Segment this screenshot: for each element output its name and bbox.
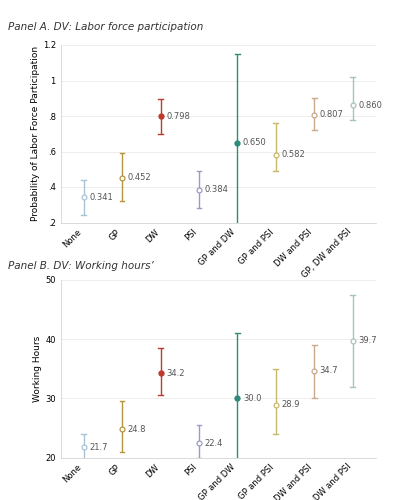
Text: 34.7: 34.7 [320, 366, 339, 375]
Text: 21.7: 21.7 [89, 443, 108, 452]
Text: 24.8: 24.8 [128, 424, 146, 434]
Text: Panel B. DV: Working hours’: Panel B. DV: Working hours’ [8, 261, 154, 271]
Text: 39.7: 39.7 [358, 336, 377, 345]
Text: 0.384: 0.384 [204, 186, 228, 194]
Text: 0.452: 0.452 [128, 174, 151, 182]
Text: 0.341: 0.341 [89, 193, 113, 202]
Text: 0.860: 0.860 [358, 101, 382, 110]
Y-axis label: Probability of Labor Force Participation: Probability of Labor Force Participation [31, 46, 40, 222]
X-axis label: The Combinations of Non-parental Childcare Provider(s): The Combinations of Non-parental Childca… [92, 286, 345, 294]
Text: 30.0: 30.0 [243, 394, 261, 403]
Text: 28.9: 28.9 [281, 400, 300, 409]
Y-axis label: Working Hours: Working Hours [34, 336, 42, 402]
Text: 34.2: 34.2 [166, 369, 185, 378]
Text: 22.4: 22.4 [204, 439, 223, 448]
Text: 0.807: 0.807 [320, 110, 344, 120]
Text: Panel A. DV: Labor force participation: Panel A. DV: Labor force participation [8, 22, 204, 32]
Text: 0.798: 0.798 [166, 112, 190, 121]
Text: 0.650: 0.650 [243, 138, 267, 147]
Text: 0.582: 0.582 [281, 150, 305, 159]
